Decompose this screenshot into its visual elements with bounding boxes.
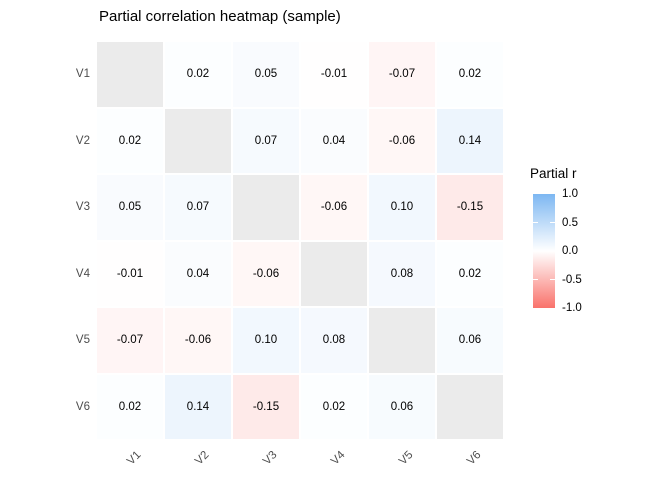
heatmap-cell: 0.14 [165, 374, 231, 439]
heatmap-cell: 0.04 [165, 241, 231, 306]
y-axis-label: V2 [75, 134, 90, 147]
x-axis-label: V4 [329, 449, 348, 468]
heatmap-cell-na [437, 374, 503, 439]
legend-colorbar [533, 194, 555, 308]
legend-tick-label: -1.0 [562, 302, 582, 314]
x-axis-label: V1 [125, 449, 144, 468]
heatmap-cell: 0.08 [369, 241, 435, 306]
heatmap-cell-na [97, 42, 163, 107]
heatmap-cell: -0.06 [165, 308, 231, 373]
heatmap-cell: 0.10 [233, 308, 299, 373]
heatmap-cell: 0.05 [233, 42, 299, 107]
heatmap-cell: 0.14 [437, 108, 503, 173]
heatmap-cell: 0.05 [97, 175, 163, 240]
legend-title: Partial r [530, 166, 577, 181]
heatmap-cell: 0.02 [97, 108, 163, 173]
heatmap-grid: 0.02 0.05 -0.01 -0.07 0.02 0.02 0.07 0.04 -0.06 0… [97, 42, 503, 439]
heatmap-cell: -0.01 [97, 241, 163, 306]
heatmap-cell: 0.07 [165, 175, 231, 240]
legend-tick-mark [533, 278, 538, 281]
legend-tick-label: 1.0 [562, 188, 578, 200]
legend-tick-label: 0.0 [562, 245, 578, 257]
heatmap-cell: -0.06 [233, 241, 299, 306]
heatmap-cell: 0.02 [301, 374, 367, 439]
x-axis-label: V5 [397, 449, 416, 468]
heatmap-cell: -0.15 [233, 374, 299, 439]
heatmap-cell: 0.08 [301, 308, 367, 373]
legend-tick-label: -0.5 [562, 273, 582, 286]
legend-tick-mark [533, 221, 538, 224]
heatmap-cell: 0.10 [369, 175, 435, 240]
heatmap-cell: 0.02 [97, 374, 163, 439]
legend-tick-mark [550, 221, 555, 224]
heatmap-cell: 0.04 [301, 108, 367, 173]
y-axis-label: V1 [75, 68, 90, 81]
y-axis-label: V5 [75, 334, 90, 347]
heatmap-cell: 0.06 [437, 308, 503, 373]
heatmap-cell: -0.15 [437, 175, 503, 240]
heatmap-cell: 0.02 [437, 241, 503, 306]
y-axis-label: V3 [75, 201, 90, 214]
heatmap-cell-na [233, 175, 299, 240]
x-axis-label: V6 [465, 449, 484, 468]
heatmap-cell: -0.06 [369, 108, 435, 173]
heatmap-cell: 0.06 [369, 374, 435, 439]
heatmap-cell-na [165, 108, 231, 173]
x-axis-label: V3 [261, 449, 280, 468]
heatmap-cell: 0.02 [437, 42, 503, 107]
legend-tick-mark [550, 278, 555, 281]
heatmap-cell: 0.07 [233, 108, 299, 173]
heatmap-cell: -0.06 [301, 175, 367, 240]
heatmap-cell: -0.07 [97, 308, 163, 373]
y-axis-label: V6 [75, 400, 90, 413]
heatmap-cell-na [369, 308, 435, 373]
heatmap-cell-na [301, 241, 367, 306]
y-axis-label: V4 [75, 267, 90, 280]
chart-title: Partial correlation heatmap (sample) [99, 8, 341, 25]
x-axis-label: V2 [193, 449, 212, 468]
heatmap-cell: -0.01 [301, 42, 367, 107]
legend-tick-label: 0.5 [562, 216, 578, 229]
heatmap-cell: -0.07 [369, 42, 435, 107]
heatmap-cell: 0.02 [165, 42, 231, 107]
